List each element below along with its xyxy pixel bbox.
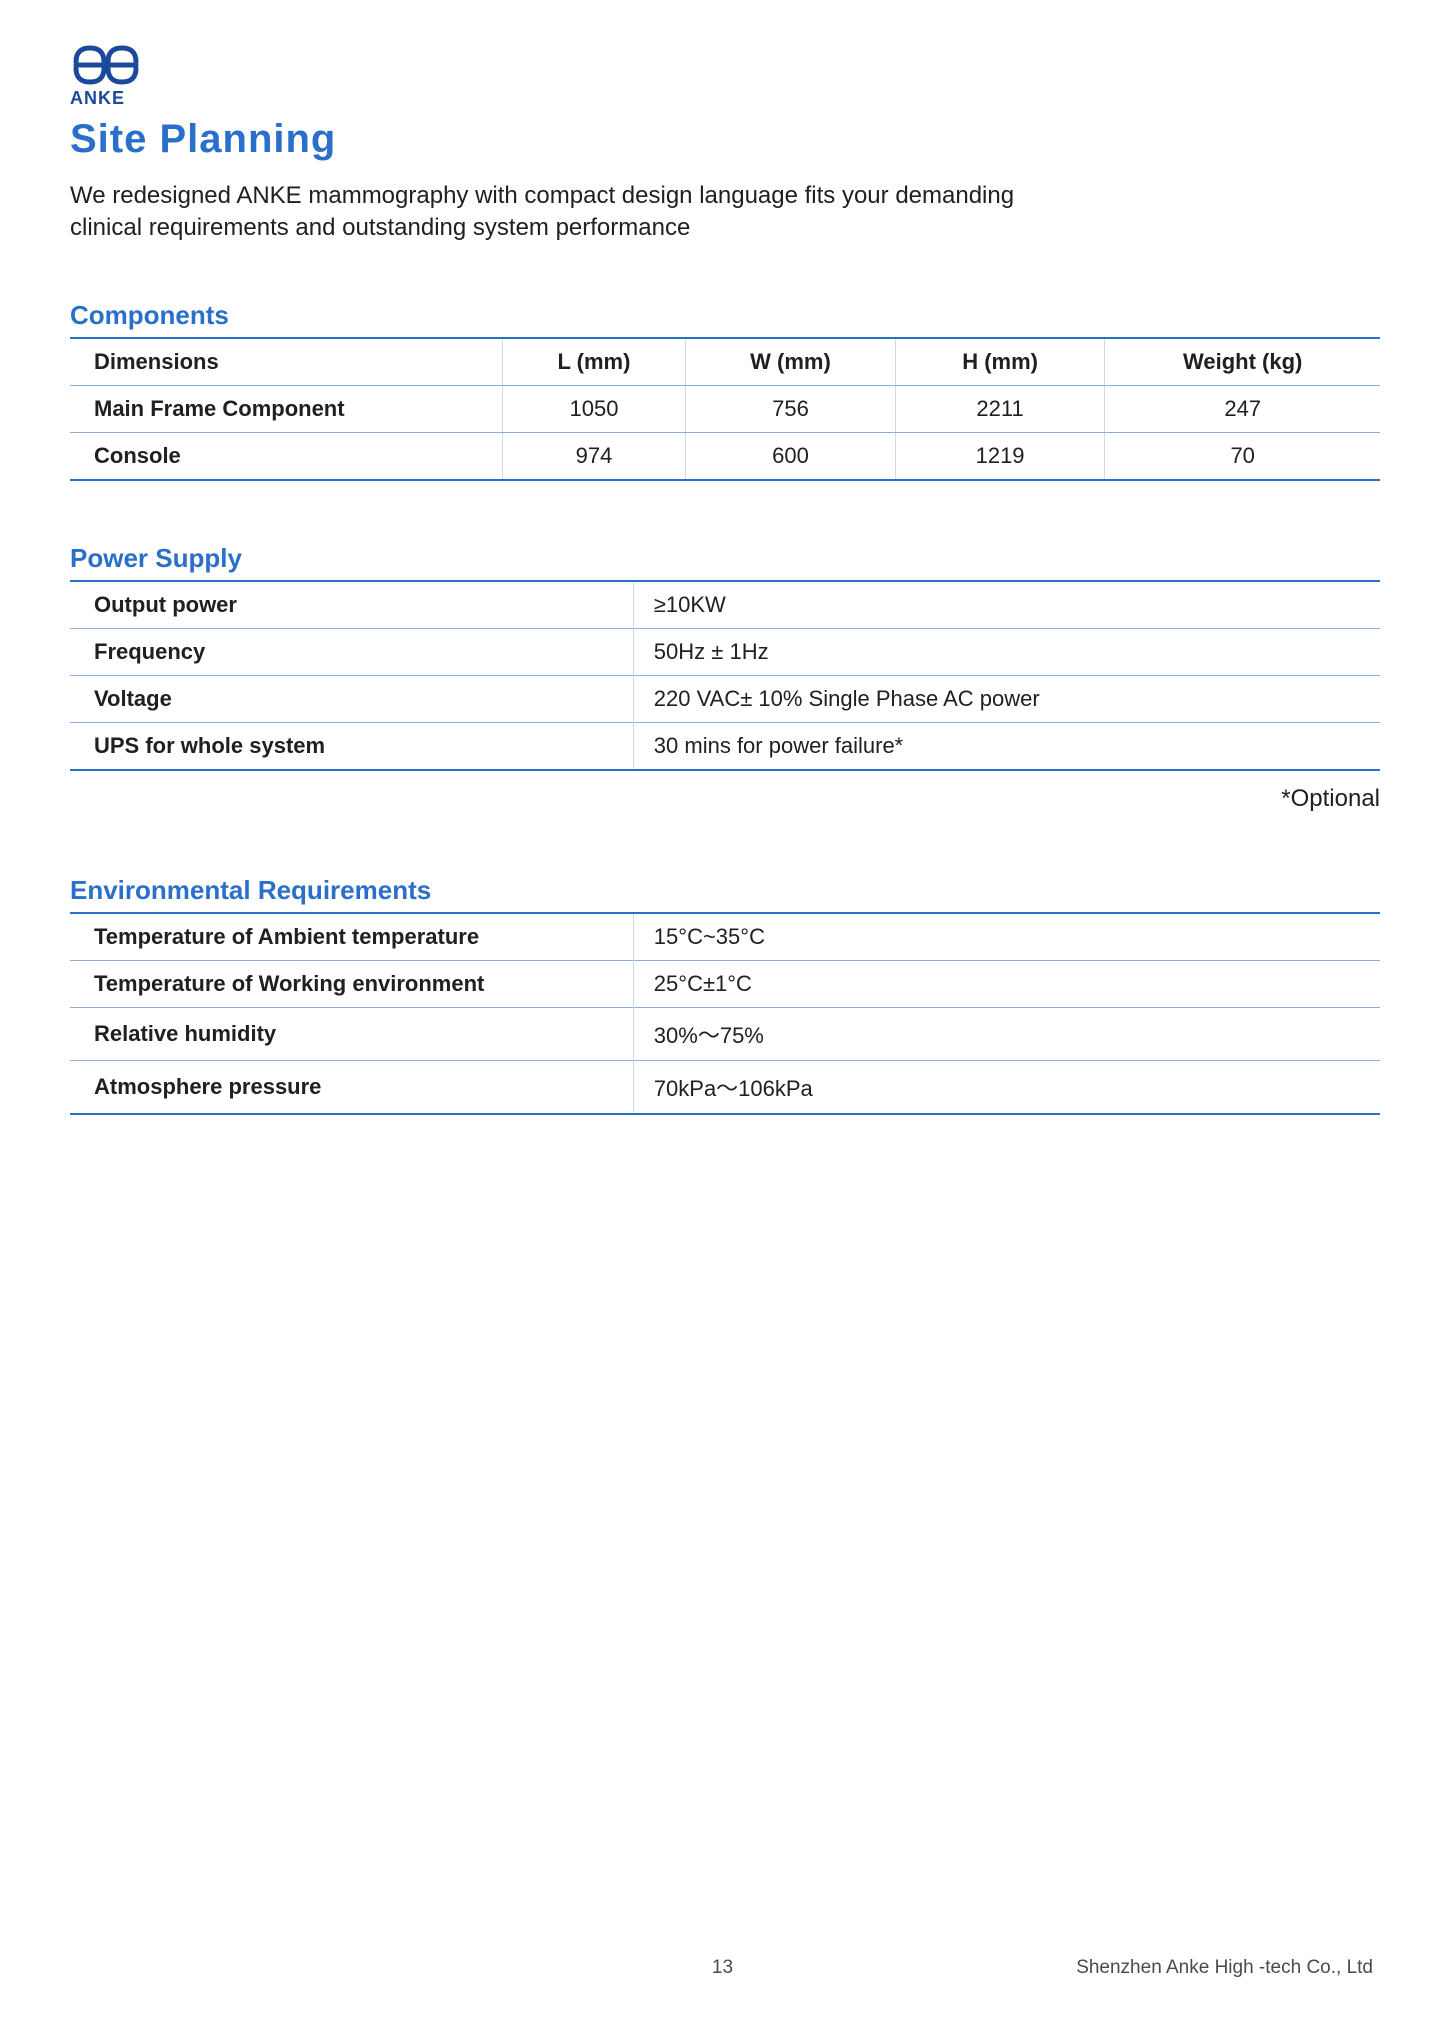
cell-value: 600 bbox=[686, 432, 896, 480]
footer-company: Shenzhen Anke High -tech Co., Ltd bbox=[1076, 1957, 1373, 1979]
components-heading: Components bbox=[70, 300, 1380, 331]
col-weight: Weight (kg) bbox=[1105, 338, 1380, 386]
cell-label: Relative humidity bbox=[70, 1007, 633, 1060]
power-heading: Power Supply bbox=[70, 543, 1380, 574]
anke-logo-icon bbox=[70, 40, 142, 90]
components-section: Components Dimensions L (mm) W (mm) H (m… bbox=[70, 300, 1380, 481]
cell-label: Console bbox=[70, 432, 502, 480]
cell-label: Main Frame Component bbox=[70, 385, 502, 432]
page-footer: 13 Shenzhen Anke High -tech Co., Ltd bbox=[0, 1957, 1445, 1979]
table-row: Atmosphere pressure 70kPa～106kPa bbox=[70, 1060, 1380, 1114]
cell-value: 247 bbox=[1105, 385, 1380, 432]
cell-value: 974 bbox=[502, 432, 685, 480]
col-w: W (mm) bbox=[686, 338, 896, 386]
power-section: Power Supply Output power ≥10KW Frequenc… bbox=[70, 543, 1380, 813]
cell-value: 70kPa～106kPa bbox=[633, 1060, 1380, 1114]
cell-value: 1219 bbox=[895, 432, 1105, 480]
cell-label: Voltage bbox=[70, 675, 633, 722]
intro-paragraph: We redesigned ANKE mammography with comp… bbox=[70, 180, 1070, 245]
col-h: H (mm) bbox=[895, 338, 1105, 386]
col-l: L (mm) bbox=[502, 338, 685, 386]
table-row: Temperature of Ambient temperature 15°C~… bbox=[70, 913, 1380, 961]
table-row: UPS for whole system 30 mins for power f… bbox=[70, 722, 1380, 770]
cell-value: 30%～75% bbox=[633, 1007, 1380, 1060]
cell-value: 2211 bbox=[895, 385, 1105, 432]
table-row: Relative humidity 30%～75% bbox=[70, 1007, 1380, 1060]
table-header-row: Dimensions L (mm) W (mm) H (mm) Weight (… bbox=[70, 338, 1380, 386]
col-dimensions: Dimensions bbox=[70, 338, 502, 386]
env-heading: Environmental Requirements bbox=[70, 875, 1380, 906]
power-footnote: *Optional bbox=[70, 785, 1380, 813]
cell-label: Frequency bbox=[70, 628, 633, 675]
cell-value: 220 VAC± 10% Single Phase AC power bbox=[633, 675, 1380, 722]
table-row: Output power ≥10KW bbox=[70, 581, 1380, 629]
cell-value: 30 mins for power failure* bbox=[633, 722, 1380, 770]
env-section: Environmental Requirements Temperature o… bbox=[70, 875, 1380, 1115]
cell-value: 25°C±1°C bbox=[633, 960, 1380, 1007]
table-row: Voltage 220 VAC± 10% Single Phase AC pow… bbox=[70, 675, 1380, 722]
cell-value: 70 bbox=[1105, 432, 1380, 480]
cell-label: Output power bbox=[70, 581, 633, 629]
table-row: Frequency 50Hz ± 1Hz bbox=[70, 628, 1380, 675]
page: ANKE Site Planning We redesigned ANKE ma… bbox=[0, 0, 1445, 2043]
cell-value: 1050 bbox=[502, 385, 685, 432]
cell-label: Atmosphere pressure bbox=[70, 1060, 633, 1114]
cell-label: Temperature of Working environment bbox=[70, 960, 633, 1007]
components-table: Dimensions L (mm) W (mm) H (mm) Weight (… bbox=[70, 337, 1380, 481]
table-row: Temperature of Working environment 25°C±… bbox=[70, 960, 1380, 1007]
page-number: 13 bbox=[712, 1957, 733, 1979]
cell-value: 50Hz ± 1Hz bbox=[633, 628, 1380, 675]
power-table: Output power ≥10KW Frequency 50Hz ± 1Hz … bbox=[70, 580, 1380, 771]
cell-value: ≥10KW bbox=[633, 581, 1380, 629]
brand-name: ANKE bbox=[70, 88, 1380, 109]
cell-label: Temperature of Ambient temperature bbox=[70, 913, 633, 961]
cell-value: 756 bbox=[686, 385, 896, 432]
table-row: Console 974 600 1219 70 bbox=[70, 432, 1380, 480]
brand-logo: ANKE bbox=[70, 40, 1380, 109]
page-title: Site Planning bbox=[70, 117, 1380, 162]
cell-label: UPS for whole system bbox=[70, 722, 633, 770]
env-table: Temperature of Ambient temperature 15°C~… bbox=[70, 912, 1380, 1115]
cell-value: 15°C~35°C bbox=[633, 913, 1380, 961]
table-row: Main Frame Component 1050 756 2211 247 bbox=[70, 385, 1380, 432]
